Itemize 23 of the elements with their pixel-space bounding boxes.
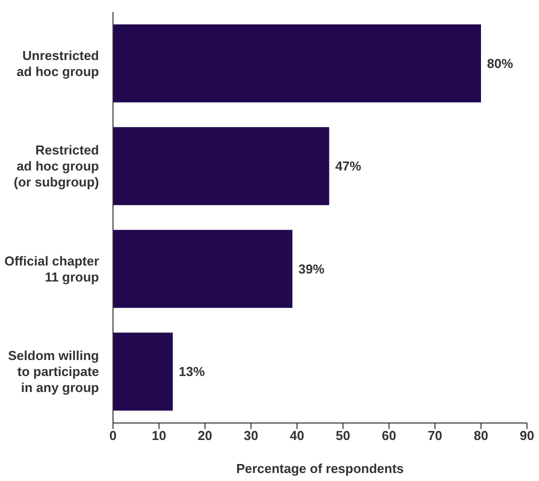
x-tick-label: 20 <box>198 428 212 444</box>
x-tick-label: 10 <box>152 428 166 444</box>
bar <box>113 24 481 102</box>
x-tick-label: 70 <box>428 428 442 444</box>
x-tick-label: 40 <box>290 428 304 444</box>
x-tick-label: 50 <box>336 428 350 444</box>
y-tick-label: Seldom willing to participate in any group <box>8 348 100 396</box>
bar <box>113 127 330 206</box>
y-tick-label: Unrestricted ad hoc group <box>16 48 100 79</box>
x-tick-label: 80 <box>474 428 488 444</box>
x-tick-label: 30 <box>244 428 258 444</box>
bar <box>113 230 292 308</box>
data-label: 39% <box>298 261 325 276</box>
data-label: 80% <box>487 56 514 71</box>
x-tick-label: 60 <box>382 428 396 444</box>
data-label: 13% <box>178 364 206 380</box>
y-tick-label: Restricted ad hoc group (or subgroup) <box>14 142 100 190</box>
x-tick-label: 0 <box>109 428 117 444</box>
x-tick-label: 90 <box>520 428 534 444</box>
x-axis-title: Percentage of respondents <box>236 461 404 476</box>
data-label: 47% <box>335 158 362 174</box>
y-tick-label: Official chapter 11 group <box>4 253 100 284</box>
bar <box>113 332 173 411</box>
